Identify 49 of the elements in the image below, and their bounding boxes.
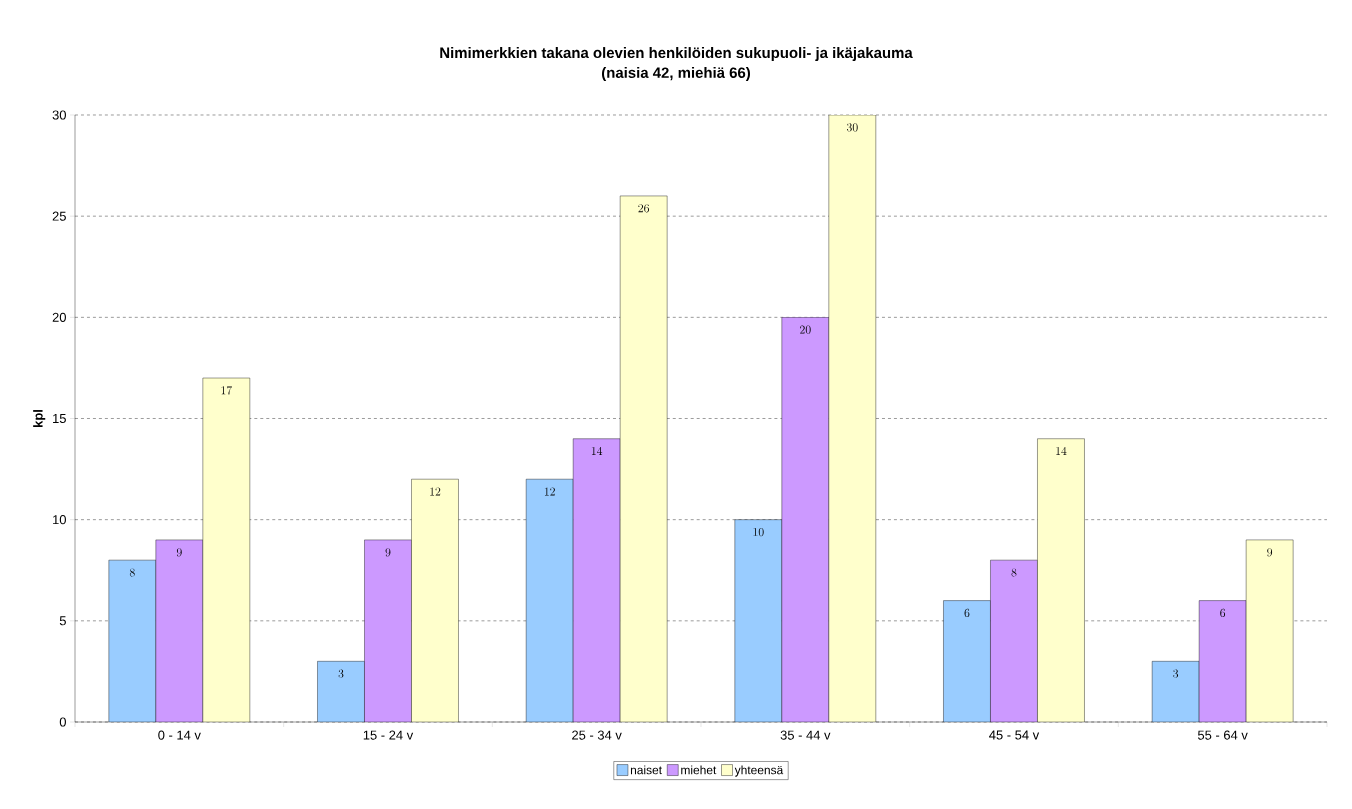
x-tick-label: 35 - 44 v [780, 730, 831, 740]
data-label: 20 [800, 325, 811, 334]
bar [155, 539, 203, 722]
bar [734, 519, 782, 722]
data-label: 9 [1267, 548, 1273, 557]
data-label: 14 [1056, 446, 1067, 455]
legend-label: yhteensä [734, 765, 784, 777]
data-label: 14 [591, 446, 603, 455]
bar [108, 560, 156, 722]
y-tick-label: 5 [59, 616, 66, 626]
bar [317, 661, 365, 722]
bar [1151, 661, 1200, 722]
bar [526, 479, 574, 722]
legend-label: miehet [681, 765, 717, 775]
data-label: 10 [753, 527, 764, 537]
data-label: 8 [1011, 568, 1017, 577]
data-label: 3 [1173, 669, 1179, 678]
bar [364, 539, 412, 722]
x-tick-label: 45 - 54 v [989, 730, 1040, 740]
x-tick-label: 25 - 34 v [572, 730, 622, 740]
data-label: 9 [385, 548, 391, 557]
bar [943, 600, 991, 722]
chart-title: Nimimerkkien takana olevien henkilöiden sukupuoli- ja ikäjakauma [440, 47, 913, 61]
y-axis-title: kpl [33, 410, 46, 427]
y-tick-label: 10 [53, 515, 66, 525]
data-label: 8 [129, 568, 135, 577]
data-label: 12 [430, 487, 441, 496]
bar [1198, 600, 1247, 722]
data-label: 17 [221, 386, 232, 395]
y-tick-label: 25 [52, 211, 66, 221]
data-label: 26 [638, 204, 650, 213]
x-tick-label: 0 - 14 v [158, 730, 201, 740]
data-label: 6 [1220, 608, 1226, 618]
y-tick-label: 0 [59, 717, 66, 727]
data-label: 9 [176, 548, 182, 557]
data-label: 12 [544, 487, 555, 496]
y-tick-label: 30 [52, 110, 66, 120]
bar [781, 317, 829, 722]
bar [573, 438, 621, 722]
data-label: 30 [846, 123, 858, 132]
y-tick-label: 15 [53, 413, 66, 424]
data-label: 3 [338, 669, 344, 678]
legend-label: naiset [630, 765, 662, 775]
x-tick-label: 15 - 24 v [363, 730, 414, 740]
y-tick-label: 20 [52, 312, 66, 322]
x-tick-label: 55 - 64 v [1197, 730, 1248, 740]
data-label: 6 [964, 608, 970, 618]
chart-subtitle: (naisia 42, miehiä 66) [602, 66, 751, 81]
bar [990, 560, 1038, 722]
